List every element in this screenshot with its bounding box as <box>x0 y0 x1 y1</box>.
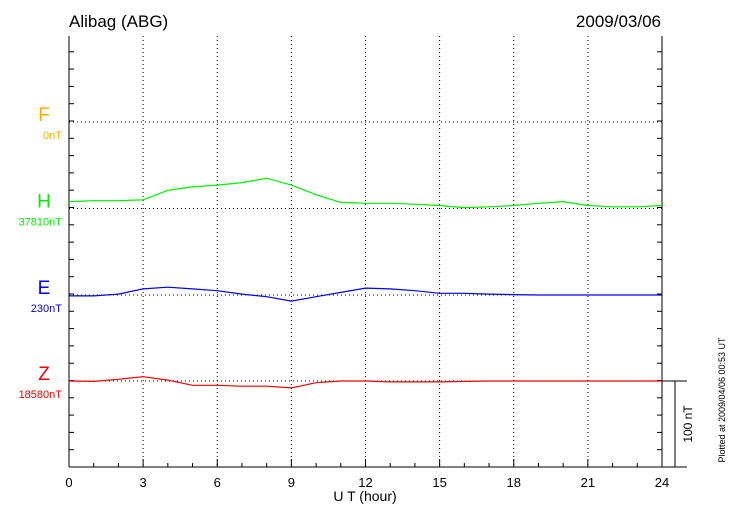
x-tick-label: 12 <box>358 475 372 490</box>
series-name-e: E <box>38 278 51 299</box>
x-tick-label: 6 <box>214 475 221 490</box>
x-tick-label: 3 <box>140 475 147 490</box>
x-tick-label: 9 <box>288 475 295 490</box>
plotted-at-footer: Plotted at 2009/04/06 00:53 UT <box>717 337 727 463</box>
grid <box>69 36 662 467</box>
x-tick-label: 15 <box>432 475 446 490</box>
x-tick-label: 21 <box>581 475 595 490</box>
axes: 0 3 6 9 12 15 18 21 24 <box>65 36 687 490</box>
series-baseline-e: 230nT <box>31 303 62 315</box>
series-line-h <box>68 177 663 209</box>
series-line-z <box>68 376 662 389</box>
series-lines <box>68 177 663 389</box>
chart-date: 2009/03/06 <box>576 12 661 31</box>
x-tick-label: 18 <box>507 475 521 490</box>
series-name-h: H <box>37 192 51 213</box>
scale-bar-label: 100 nT <box>681 405 695 443</box>
x-tick-label: 24 <box>655 475 669 490</box>
x-axis-label: U T (hour) <box>333 488 396 504</box>
series-name-f: F <box>38 105 50 126</box>
series-baseline-f: 0nT <box>43 130 62 142</box>
x-tick-label: 0 <box>65 475 72 490</box>
series-labels: F 0nT H 37810nT E 230nT Z 18580nT <box>19 105 63 401</box>
series-name-z: Z <box>38 364 50 385</box>
series-line-e <box>69 286 662 302</box>
series-baseline-h: 37810nT <box>19 217 63 229</box>
series-baseline-z: 18580nT <box>19 389 63 401</box>
chart-title: Alibag (ABG) <box>69 12 168 31</box>
